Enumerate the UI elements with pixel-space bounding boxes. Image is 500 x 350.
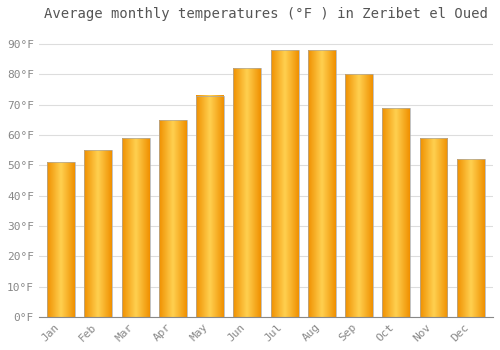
- Bar: [270, 50, 298, 317]
- Bar: [196, 96, 224, 317]
- Bar: [382, 108, 410, 317]
- Bar: [234, 69, 262, 317]
- Bar: [84, 150, 112, 317]
- Bar: [345, 75, 373, 317]
- Bar: [122, 138, 150, 317]
- Bar: [457, 159, 484, 317]
- Bar: [159, 120, 187, 317]
- Bar: [420, 138, 448, 317]
- Bar: [308, 50, 336, 317]
- Title: Average monthly temperatures (°F ) in Zeribet el Oued: Average monthly temperatures (°F ) in Ze…: [44, 7, 488, 21]
- Bar: [47, 162, 75, 317]
